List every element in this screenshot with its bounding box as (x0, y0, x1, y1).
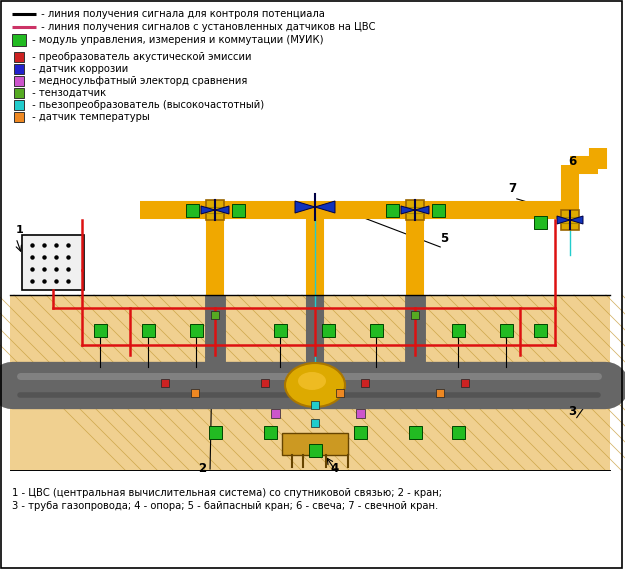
Bar (452, 426, 465, 439)
Bar (190, 324, 203, 337)
Bar (12, 34, 26, 46)
Text: - линия получения сигнала для контроля потенциала: - линия получения сигнала для контроля п… (38, 9, 325, 19)
Polygon shape (401, 206, 415, 214)
Bar (336, 389, 344, 397)
Bar (191, 389, 199, 397)
Bar (274, 324, 287, 337)
Bar (370, 324, 383, 337)
Polygon shape (570, 216, 583, 224)
Bar (322, 324, 335, 337)
Ellipse shape (285, 363, 345, 407)
Bar (10, 295, 610, 470)
Text: 2: 2 (198, 462, 206, 475)
Bar (354, 426, 367, 439)
Text: - пьезопреобразователь (высокочастотный): - пьезопреобразователь (высокочастотный) (29, 100, 264, 110)
Text: 3: 3 (568, 405, 576, 418)
Bar (311, 419, 319, 427)
Text: 7: 7 (508, 182, 516, 195)
Bar (94, 324, 107, 337)
Ellipse shape (298, 372, 326, 390)
Bar (282, 433, 348, 455)
Polygon shape (315, 201, 335, 213)
Text: 1 - ЦВС (центральная вычислительная система) со спутниковой связью; 2 - кран;: 1 - ЦВС (центральная вычислительная сист… (12, 488, 442, 498)
Bar (534, 324, 547, 337)
Bar (209, 426, 222, 439)
Bar (406, 200, 424, 220)
Bar (14, 100, 24, 110)
Bar (409, 426, 422, 439)
Bar (271, 409, 280, 418)
Bar (452, 324, 465, 337)
Bar (206, 200, 224, 220)
Text: 6: 6 (568, 155, 576, 168)
Text: - датчик коррозии: - датчик коррозии (29, 64, 128, 74)
Bar (311, 401, 319, 409)
Bar (232, 204, 245, 217)
Bar (361, 379, 369, 387)
Text: 3 - труба газопровода; 4 - опора; 5 - байпасный кран; 6 - свеча; 7 - свечной кра: 3 - труба газопровода; 4 - опора; 5 - ба… (12, 501, 438, 511)
Text: - датчик температуры: - датчик температуры (29, 112, 150, 122)
Bar (261, 379, 269, 387)
Bar (436, 389, 444, 397)
Bar (22, 235, 84, 290)
Polygon shape (415, 206, 429, 214)
Bar (161, 379, 169, 387)
Polygon shape (295, 201, 315, 213)
Bar (14, 52, 24, 62)
Bar (432, 204, 445, 217)
Bar (142, 324, 155, 337)
Polygon shape (215, 206, 229, 214)
Bar (14, 76, 24, 86)
Bar (461, 379, 469, 387)
Bar (211, 311, 219, 319)
Bar (309, 444, 322, 457)
Bar (264, 426, 277, 439)
Polygon shape (557, 216, 570, 224)
Polygon shape (201, 206, 215, 214)
Bar (500, 324, 513, 337)
Text: 1: 1 (16, 225, 24, 235)
Text: - преобразователь акустической эмиссии: - преобразователь акустической эмиссии (29, 52, 251, 62)
Bar (186, 204, 199, 217)
Bar (561, 210, 579, 230)
Bar (534, 216, 547, 229)
Text: - линия получения сигналов с установленных датчиков на ЦВС: - линия получения сигналов с установленн… (38, 22, 376, 32)
Bar (14, 64, 24, 74)
Text: - медносульфатный электорд сравнения: - медносульфатный электорд сравнения (29, 76, 248, 86)
Text: 4: 4 (330, 462, 338, 475)
Bar (411, 311, 419, 319)
Bar (14, 88, 24, 98)
Text: 5: 5 (440, 232, 448, 245)
Text: - модуль управления, измерения и коммутации (МУИК): - модуль управления, измерения и коммута… (29, 35, 324, 45)
Bar (386, 204, 399, 217)
Bar (14, 112, 24, 122)
Text: - тензодатчик: - тензодатчик (29, 88, 106, 98)
Bar (356, 409, 365, 418)
